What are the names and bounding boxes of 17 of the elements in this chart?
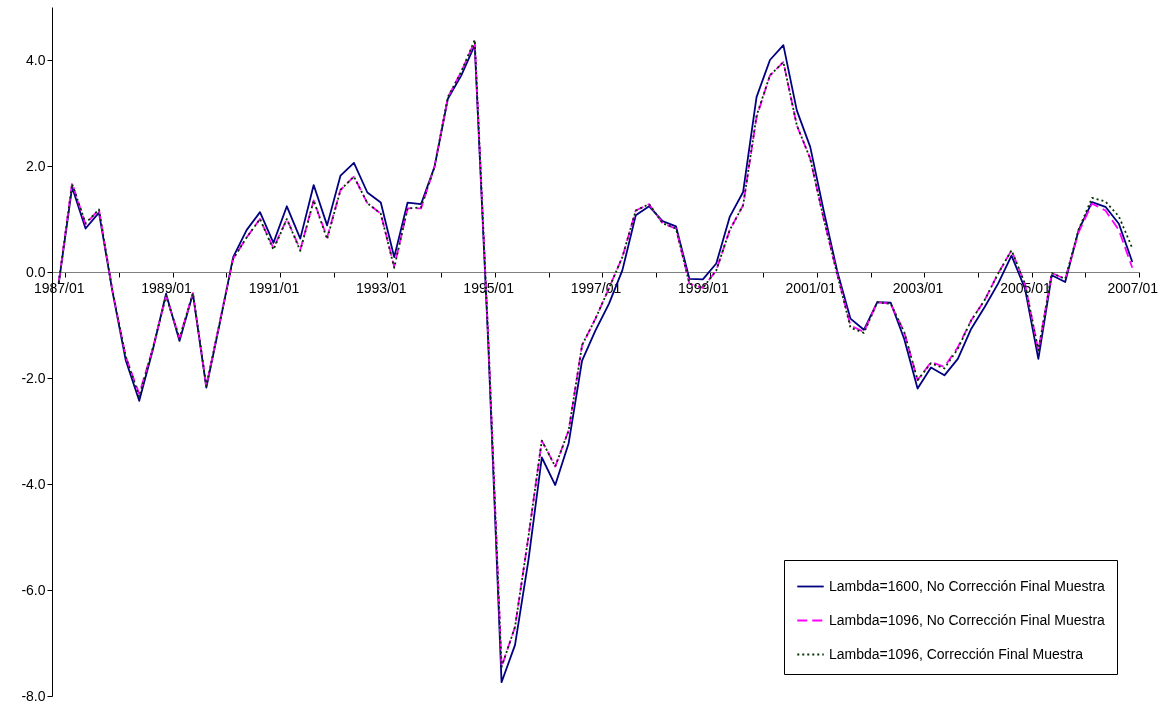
legend-label: Lambda=1096, No Corrección Final Muestra	[829, 611, 1106, 628]
y-tick-label: 0.0	[26, 263, 46, 280]
legend-label: Lambda=1096, Corrección Final Muestra	[829, 645, 1084, 662]
x-tick-label: 1999/01	[678, 279, 729, 296]
y-tick-label: 2.0	[26, 157, 46, 174]
y-tick-label: 4.0	[26, 51, 46, 68]
x-tick-label: 1993/01	[355, 279, 407, 296]
y-tick-label: -8.0	[21, 687, 46, 704]
y-tick-label: -2.0	[21, 369, 46, 386]
legend-label: Lambda=1600, No Corrección Final Muestra	[829, 577, 1106, 594]
y-tick-label: -6.0	[21, 581, 46, 598]
x-tick-label: 2003/01	[892, 279, 944, 296]
x-tick-label: 1991/01	[248, 279, 300, 296]
x-tick-label: 2001/01	[785, 279, 837, 296]
x-tick-label: 2007/01	[1107, 279, 1159, 296]
x-tick-label: 1989/01	[141, 279, 193, 296]
y-tick-label: -4.0	[21, 475, 46, 492]
